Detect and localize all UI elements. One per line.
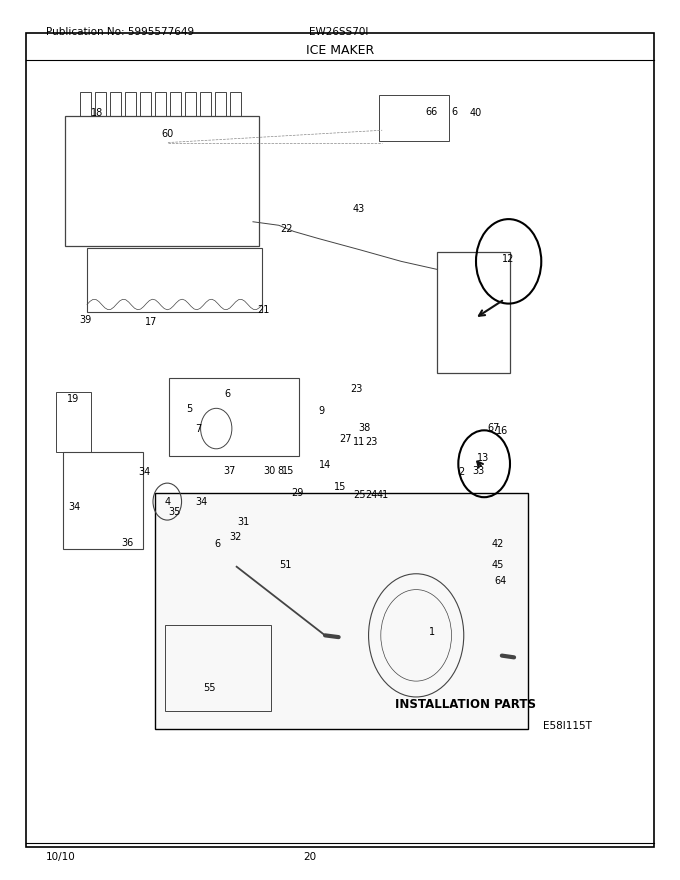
Text: 32: 32 bbox=[229, 532, 241, 542]
Text: 1: 1 bbox=[429, 627, 436, 637]
Bar bbox=[230, 92, 241, 116]
Bar bbox=[95, 92, 106, 116]
Text: 14: 14 bbox=[319, 459, 331, 470]
Text: 10/10: 10/10 bbox=[46, 852, 76, 862]
Text: INSTALLATION PARTS: INSTALLATION PARTS bbox=[395, 698, 537, 710]
Text: 12: 12 bbox=[503, 253, 515, 264]
Text: 19: 19 bbox=[67, 393, 79, 404]
Text: 31: 31 bbox=[237, 517, 250, 527]
Text: 45: 45 bbox=[492, 560, 504, 570]
Bar bbox=[80, 92, 91, 116]
Text: 55: 55 bbox=[203, 683, 216, 693]
Bar bbox=[185, 92, 196, 116]
Bar bbox=[379, 95, 449, 141]
Text: 41: 41 bbox=[377, 490, 389, 501]
Text: 9: 9 bbox=[318, 406, 324, 416]
Bar bbox=[200, 92, 211, 116]
Text: 18: 18 bbox=[91, 107, 103, 118]
Text: 24: 24 bbox=[365, 490, 377, 501]
Text: 5: 5 bbox=[186, 404, 192, 414]
Bar bbox=[110, 92, 121, 116]
Bar bbox=[165, 625, 271, 711]
Text: 16: 16 bbox=[496, 426, 508, 436]
Bar bbox=[56, 392, 91, 452]
Bar bbox=[87, 248, 262, 312]
Bar bbox=[125, 92, 136, 116]
Text: 36: 36 bbox=[122, 538, 134, 548]
Text: 11: 11 bbox=[353, 436, 365, 447]
Text: 7: 7 bbox=[195, 424, 202, 435]
Text: 37: 37 bbox=[224, 466, 236, 476]
Bar bbox=[437, 252, 510, 373]
Text: 38: 38 bbox=[358, 422, 371, 433]
Bar bbox=[65, 116, 259, 246]
Text: 6: 6 bbox=[224, 389, 231, 400]
Text: 4: 4 bbox=[164, 496, 171, 507]
Bar bbox=[140, 92, 151, 116]
Text: 22: 22 bbox=[281, 224, 293, 234]
Bar bbox=[215, 92, 226, 116]
Text: 15: 15 bbox=[282, 466, 294, 476]
Text: 34: 34 bbox=[69, 502, 81, 512]
Text: 6: 6 bbox=[214, 539, 221, 549]
Text: 51: 51 bbox=[279, 560, 292, 570]
Text: 67: 67 bbox=[488, 422, 500, 433]
Text: 27: 27 bbox=[339, 434, 352, 444]
Text: 6: 6 bbox=[451, 106, 458, 117]
Text: 34: 34 bbox=[139, 466, 151, 477]
Text: 20: 20 bbox=[303, 852, 316, 862]
Text: 34: 34 bbox=[195, 496, 207, 507]
Text: 2: 2 bbox=[458, 466, 464, 477]
Text: 29: 29 bbox=[292, 488, 304, 498]
Text: 39: 39 bbox=[80, 315, 92, 326]
Text: 60: 60 bbox=[162, 128, 174, 139]
Text: 30: 30 bbox=[263, 466, 275, 476]
Bar bbox=[170, 92, 181, 116]
Text: 13: 13 bbox=[477, 452, 489, 463]
Text: 15: 15 bbox=[334, 481, 346, 492]
Bar bbox=[155, 92, 166, 116]
Text: EW26SS70I: EW26SS70I bbox=[309, 27, 369, 37]
Text: Publication No: 5995577649: Publication No: 5995577649 bbox=[46, 27, 194, 37]
Bar bbox=[155, 493, 528, 729]
Text: 8: 8 bbox=[277, 466, 284, 476]
Text: 17: 17 bbox=[145, 317, 157, 327]
Text: 42: 42 bbox=[492, 539, 504, 549]
Text: 25: 25 bbox=[353, 490, 365, 501]
Text: ICE MAKER: ICE MAKER bbox=[306, 44, 374, 56]
Text: 35: 35 bbox=[168, 507, 180, 517]
Text: 66: 66 bbox=[425, 106, 437, 117]
Text: 43: 43 bbox=[353, 204, 365, 215]
Text: 21: 21 bbox=[258, 304, 270, 315]
Bar bbox=[169, 378, 299, 456]
Text: 64: 64 bbox=[494, 576, 507, 586]
Bar bbox=[63, 452, 143, 549]
Text: 33: 33 bbox=[472, 466, 484, 476]
Text: E58I115T: E58I115T bbox=[543, 721, 592, 731]
Text: 40: 40 bbox=[470, 107, 482, 118]
Text: 23: 23 bbox=[365, 436, 377, 447]
Text: 23: 23 bbox=[350, 384, 362, 394]
